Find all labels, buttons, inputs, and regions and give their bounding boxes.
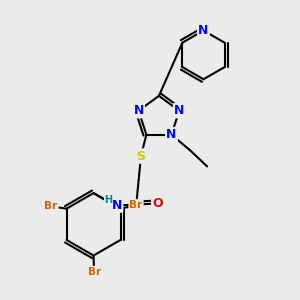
Text: Br: Br	[129, 200, 142, 210]
Text: Br: Br	[88, 267, 101, 277]
Text: N: N	[134, 104, 144, 117]
Text: N: N	[112, 199, 122, 212]
Text: S: S	[136, 149, 146, 163]
Text: N: N	[174, 104, 184, 117]
Text: H: H	[104, 195, 112, 205]
Text: N: N	[198, 24, 209, 37]
Text: N: N	[166, 128, 177, 141]
Text: O: O	[152, 197, 163, 210]
Text: Br: Br	[44, 201, 58, 211]
